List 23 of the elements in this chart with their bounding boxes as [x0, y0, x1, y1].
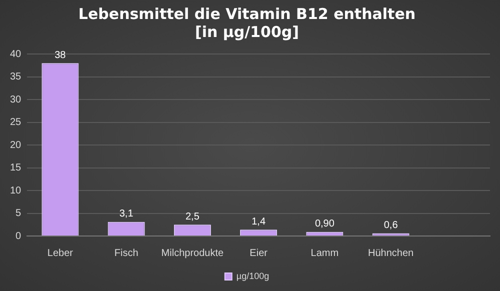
x-tick-label: Hühnchen [368, 248, 414, 259]
x-tick-label: Fisch [114, 248, 138, 259]
y-tick-label: 25 [10, 117, 22, 128]
x-tick-label: Leber [47, 248, 74, 259]
data-label: 3,1 [119, 208, 134, 220]
y-tick-label: 10 [10, 185, 22, 196]
y-tick-label: 35 [10, 72, 22, 82]
legend-label: µg/100g [236, 270, 270, 281]
y-tick-label: 5 [16, 208, 22, 219]
y-tick-label: 20 [10, 140, 22, 151]
x-tick-label: Eier [250, 248, 268, 259]
y-tick-label: 40 [10, 48, 22, 60]
x-tick-label: Lamm [310, 248, 339, 259]
data-label: 0,6 [384, 220, 398, 232]
y-tick-label: 15 [10, 162, 22, 174]
data-label: 38 [54, 50, 66, 61]
data-label: 2,5 [185, 211, 200, 222]
data-label: 1,4 [252, 216, 266, 228]
x-tick-label: Milchprodukte [161, 248, 224, 259]
data-label: 0,90 [314, 218, 335, 230]
chart-title: Lebensmittel die Vitamin B12 enthalten [in µg/100g] [78, 4, 416, 41]
y-tick-label: 0 [16, 230, 22, 242]
y-tick-label: 30 [10, 94, 22, 106]
